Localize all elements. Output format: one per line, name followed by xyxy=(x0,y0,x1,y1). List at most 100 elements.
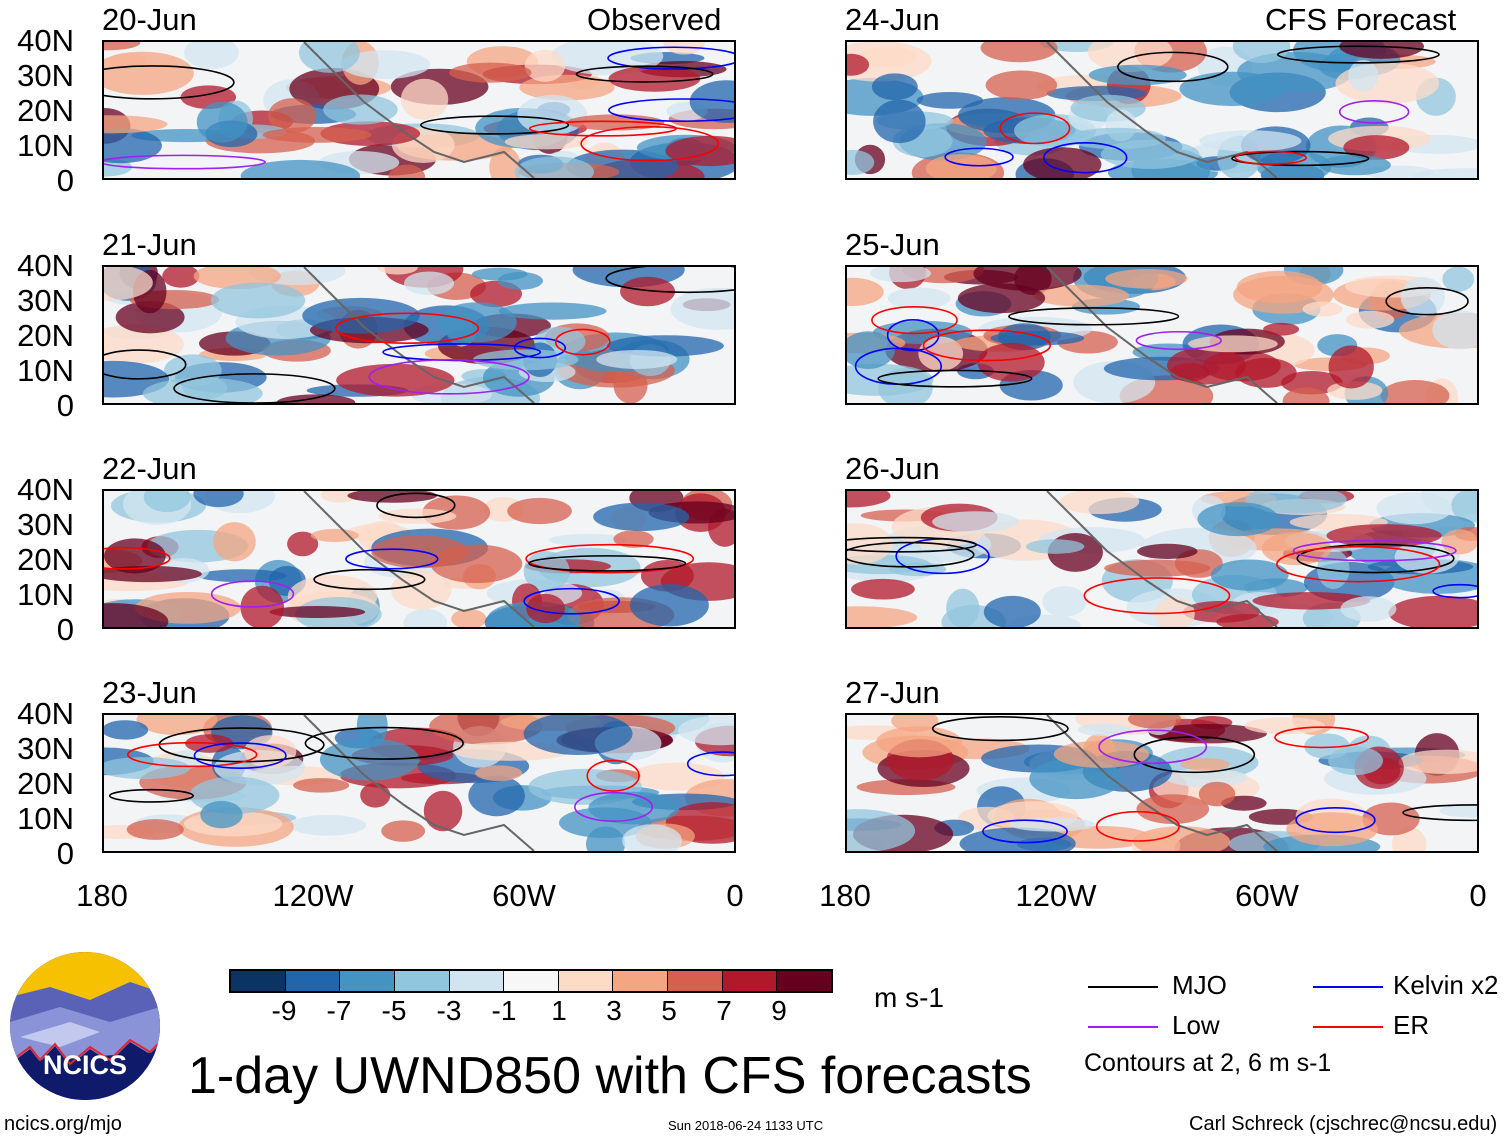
wind-anomaly-blob xyxy=(104,720,149,740)
wind-anomaly-blob xyxy=(678,715,734,746)
wind-anomaly-blob xyxy=(184,42,239,69)
lat-tick-label: 20N xyxy=(17,766,74,801)
lat-tick-label: 10N xyxy=(17,577,74,612)
colorbar-tick-label: 5 xyxy=(661,995,677,1026)
contour-line xyxy=(871,305,958,335)
wind-anomaly-blob xyxy=(262,127,372,143)
wind-anomaly-blob xyxy=(400,78,449,120)
lat-tick-label: 40N xyxy=(17,696,74,731)
wind-anomaly-blob xyxy=(193,491,244,508)
wind-anomaly-blob xyxy=(356,715,388,748)
wind-anomaly-blob xyxy=(340,50,431,79)
wind-anomaly-blob xyxy=(1319,154,1391,176)
wind-anomaly-blob xyxy=(104,128,162,164)
contour-line xyxy=(335,312,480,345)
coastline xyxy=(303,42,535,178)
wind-anomaly-blob xyxy=(873,99,926,144)
lon-tick-label: 120W xyxy=(272,878,354,913)
contour-line xyxy=(1095,810,1180,842)
wind-anomaly-blob xyxy=(498,302,607,320)
wind-anomaly-blob xyxy=(289,814,367,836)
wind-anomaly-blob xyxy=(548,533,628,547)
contour-line xyxy=(345,548,439,570)
wind-anomaly-blob xyxy=(1197,502,1279,537)
wind-anomaly-blob xyxy=(104,115,168,134)
contour-line xyxy=(525,543,695,574)
map-panel-observed-1 xyxy=(102,265,736,405)
wind-anomaly-blob xyxy=(104,51,194,95)
contour-line xyxy=(1277,45,1440,64)
lon-tick-label: 0 xyxy=(726,878,744,913)
wind-anomaly-blob xyxy=(377,267,418,275)
wind-anomaly-blob xyxy=(381,820,426,842)
wind-anomaly-blob xyxy=(269,605,366,618)
wind-anomaly-blob xyxy=(1400,277,1445,317)
wind-anomaly-blob xyxy=(918,336,964,371)
contour-line xyxy=(999,112,1071,145)
wind-anomaly-blob xyxy=(104,324,184,364)
wind-anomaly-blob xyxy=(360,782,391,808)
wind-anomaly-blob xyxy=(1133,826,1231,851)
contour-line xyxy=(313,568,426,591)
wind-anomaly-blob xyxy=(857,46,917,68)
contour-line xyxy=(420,115,570,135)
contour-line xyxy=(575,65,714,83)
colorbar-units: m s-1 xyxy=(874,982,944,1013)
lon-tick-label: 0 xyxy=(1469,878,1487,913)
wind-anomaly-blob xyxy=(608,65,701,92)
panel-date-forecast-2: 26-Jun xyxy=(845,451,940,486)
wind-anomaly-blob xyxy=(1025,539,1085,554)
contour-line xyxy=(376,492,456,519)
ncics-logo: NCICS xyxy=(10,952,160,1100)
wind-anomaly-blob xyxy=(847,149,875,175)
contour-line xyxy=(304,726,464,760)
contour-line xyxy=(127,741,258,768)
wind-anomaly-blob xyxy=(670,287,734,330)
wind-anomaly-blob xyxy=(1183,600,1261,623)
wind-anomaly-blob xyxy=(620,276,676,307)
wind-anomaly-blob xyxy=(1104,559,1211,577)
contour-line xyxy=(528,555,687,572)
wind-anomaly-blob xyxy=(1179,71,1285,106)
coastline xyxy=(1046,42,1278,178)
contour-line xyxy=(1295,807,1376,834)
colorbar-swatch xyxy=(776,971,832,991)
wind-anomaly-blob xyxy=(640,559,694,592)
contour-line xyxy=(1292,539,1457,562)
contour-line xyxy=(513,337,567,359)
wind-anomaly-blob xyxy=(200,800,243,829)
wind-anomaly-blob xyxy=(1023,147,1102,178)
contour-line xyxy=(586,759,640,792)
colorbar-tick-label: -9 xyxy=(271,995,297,1026)
wind-anomaly-blob xyxy=(514,156,594,178)
wind-anomaly-blob xyxy=(162,267,200,288)
footer-url[interactable]: ncics.org/mjo xyxy=(4,1113,122,1135)
logo-text: NCICS xyxy=(42,1050,127,1080)
contour-line xyxy=(1135,330,1222,351)
wind-anomaly-blob xyxy=(985,70,1058,100)
lat-tick-label: 0 xyxy=(56,388,74,423)
panel-date-observed-3: 23-Jun xyxy=(102,675,197,710)
wind-anomaly-blob xyxy=(1282,387,1330,403)
contour-line xyxy=(686,751,734,777)
lat-tick-label: 10N xyxy=(17,801,74,836)
wind-anomaly-blob xyxy=(1398,749,1477,774)
wind-anomaly-blob xyxy=(1432,310,1477,350)
lat-tick-label: 40N xyxy=(17,248,74,283)
colorbar-swatch xyxy=(612,971,668,991)
colorbar-swatch xyxy=(339,971,394,991)
wind-anomaly-blob xyxy=(1328,746,1384,776)
lat-tick-label: 20N xyxy=(17,318,74,353)
wind-anomaly-blob xyxy=(1451,491,1477,523)
wind-anomaly-blob xyxy=(1188,335,1278,353)
wind-anomaly-blob xyxy=(182,376,228,400)
wind-anomaly-blob xyxy=(196,101,248,143)
contour-line xyxy=(1385,287,1469,316)
contour-line xyxy=(1274,726,1369,749)
contour-line xyxy=(574,791,654,822)
wind-anomaly-blob xyxy=(1302,301,1343,317)
wind-anomaly-blob xyxy=(240,159,361,178)
wind-anomaly-blob xyxy=(1244,717,1326,735)
wind-anomaly-blob xyxy=(268,98,317,134)
wind-anomaly-blob xyxy=(1105,268,1188,289)
